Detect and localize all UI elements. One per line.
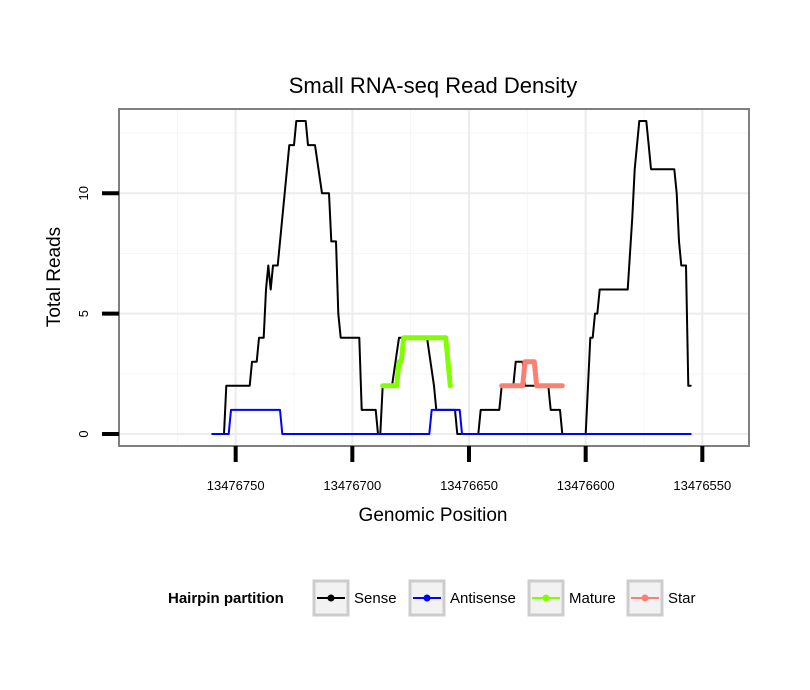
legend-label-star: Star	[668, 590, 696, 607]
y-axis-title: Total Reads	[44, 227, 65, 327]
series-layer	[211, 120, 692, 435]
series-mature-line	[380, 335, 453, 389]
x-tick-label: 13476600	[557, 478, 615, 493]
legend-key-dot	[423, 594, 431, 602]
grid-lines	[119, 109, 749, 446]
legend-key-dot	[327, 594, 335, 602]
legend-label-mature: Mature	[569, 590, 616, 607]
y-tick-label: 0	[76, 430, 91, 437]
y-tick-label: 10	[76, 186, 91, 200]
x-axis-title: Genomic Position	[359, 505, 508, 526]
legend-label-antisense: Antisense	[450, 590, 516, 607]
y-axis: 0 5 10	[76, 186, 119, 438]
legend-key-dot	[641, 594, 649, 602]
legend-item-star: Star	[626, 579, 696, 617]
legend-label-sense: Sense	[354, 590, 397, 607]
series-antisense-line	[211, 408, 692, 435]
x-tick-label: 13476650	[440, 478, 498, 493]
x-axis: 13476750 13476700 13476650 13476600 13476550	[207, 446, 731, 493]
legend-title: Hairpin partition	[168, 590, 284, 607]
legend-item-sense: Sense	[312, 579, 397, 617]
x-tick-label: 13476550	[673, 478, 731, 493]
legend-item-mature: Mature	[527, 579, 616, 617]
y-tick-label: 5	[76, 310, 91, 317]
legend-key-dot	[542, 594, 550, 602]
legend: Hairpin partition Sense Antisense Mature St…	[168, 579, 696, 617]
x-tick-label: 13476700	[323, 478, 381, 493]
legend-item-antisense: Antisense	[408, 579, 516, 617]
chart-title: Small RNA-seq Read Density	[289, 73, 578, 98]
x-tick-label: 13476750	[207, 478, 265, 493]
series-star-line	[499, 359, 565, 389]
plot-panel-border	[118, 108, 750, 447]
